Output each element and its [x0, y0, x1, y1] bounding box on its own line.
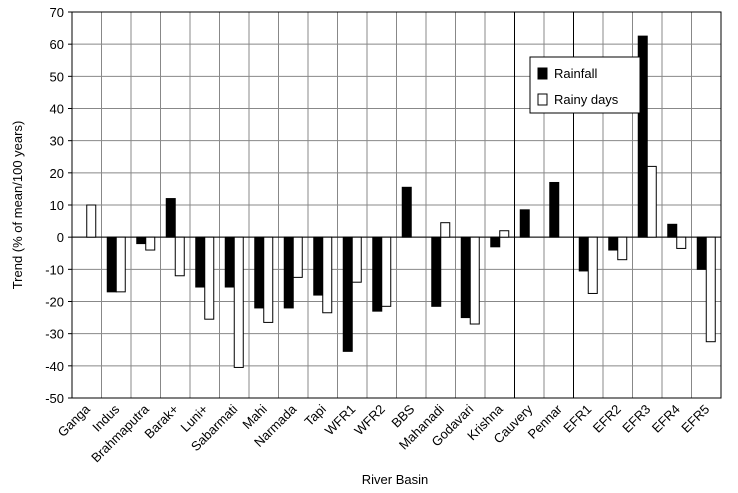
- x-tick-label: EFR4: [649, 402, 683, 436]
- y-tick-label: 30: [50, 134, 64, 149]
- bar: [696, 236, 707, 270]
- bar: [460, 236, 471, 319]
- legend-label: Rainfall: [554, 66, 597, 81]
- y-tick-label: 50: [50, 69, 64, 84]
- y-tick-label: 0: [57, 230, 64, 245]
- bar: [195, 236, 206, 288]
- bar: [431, 236, 442, 307]
- bar: [283, 236, 294, 309]
- y-tick-label: -40: [45, 359, 64, 374]
- bar: [608, 236, 619, 251]
- legend-swatch: [537, 67, 548, 80]
- bar: [342, 236, 353, 352]
- bar: [549, 181, 560, 238]
- bar: [519, 209, 530, 238]
- bar: [401, 186, 412, 238]
- legend-label: Rainy days: [554, 92, 619, 107]
- bar: [440, 222, 451, 238]
- bar: [351, 236, 362, 283]
- bar: [490, 236, 501, 248]
- legend-swatch: [537, 93, 548, 106]
- x-tick-label: EFR1: [560, 402, 594, 436]
- bar: [578, 236, 589, 272]
- bar: [145, 236, 156, 251]
- y-tick-label: 10: [50, 198, 64, 213]
- x-tick-label: WFR1: [322, 402, 359, 439]
- x-tick-label: Pennar: [525, 401, 566, 442]
- bar: [204, 236, 215, 320]
- x-tick-label: Barak+: [141, 402, 181, 442]
- y-tick-label: -20: [45, 295, 64, 310]
- y-tick-label: -10: [45, 262, 64, 277]
- bar: [637, 35, 648, 238]
- x-tick-label: WFR2: [351, 402, 388, 439]
- bar: [115, 236, 126, 293]
- bar: [676, 236, 687, 249]
- y-tick-label: 70: [50, 5, 64, 20]
- x-axis-label: River Basin: [362, 472, 428, 487]
- bar: [372, 236, 383, 312]
- y-tick-label: -50: [45, 391, 64, 406]
- x-tick-label: EFR2: [590, 402, 624, 436]
- y-tick-label: 20: [50, 166, 64, 181]
- bar: [165, 198, 176, 238]
- bar: [313, 236, 324, 296]
- bar: [667, 223, 678, 238]
- bar: [705, 236, 716, 343]
- bar: [136, 236, 147, 245]
- plot-frame: [71, 11, 722, 399]
- bar: [381, 236, 392, 307]
- bar: [646, 165, 657, 238]
- y-axis-label: Trend (% of mean/100 years): [10, 121, 25, 290]
- bar: [322, 236, 333, 314]
- bar: [587, 236, 598, 294]
- x-tick-label: EFR5: [678, 402, 712, 436]
- bar: [106, 236, 117, 293]
- y-tick-label: -30: [45, 327, 64, 342]
- bar: [224, 236, 235, 288]
- bar: [86, 204, 97, 238]
- bar: [617, 236, 628, 261]
- bar: [254, 236, 265, 309]
- y-tick-label: 40: [50, 102, 64, 117]
- bar: [233, 236, 244, 368]
- x-tick-label: EFR3: [619, 402, 653, 436]
- bar: [174, 236, 185, 277]
- bar: [499, 230, 510, 238]
- bar: [263, 236, 274, 323]
- bar: [292, 236, 303, 278]
- x-tick-label: Ganga: [55, 401, 94, 440]
- bar: [469, 236, 480, 325]
- legend-box: [529, 56, 641, 114]
- y-tick-label: 60: [50, 37, 64, 52]
